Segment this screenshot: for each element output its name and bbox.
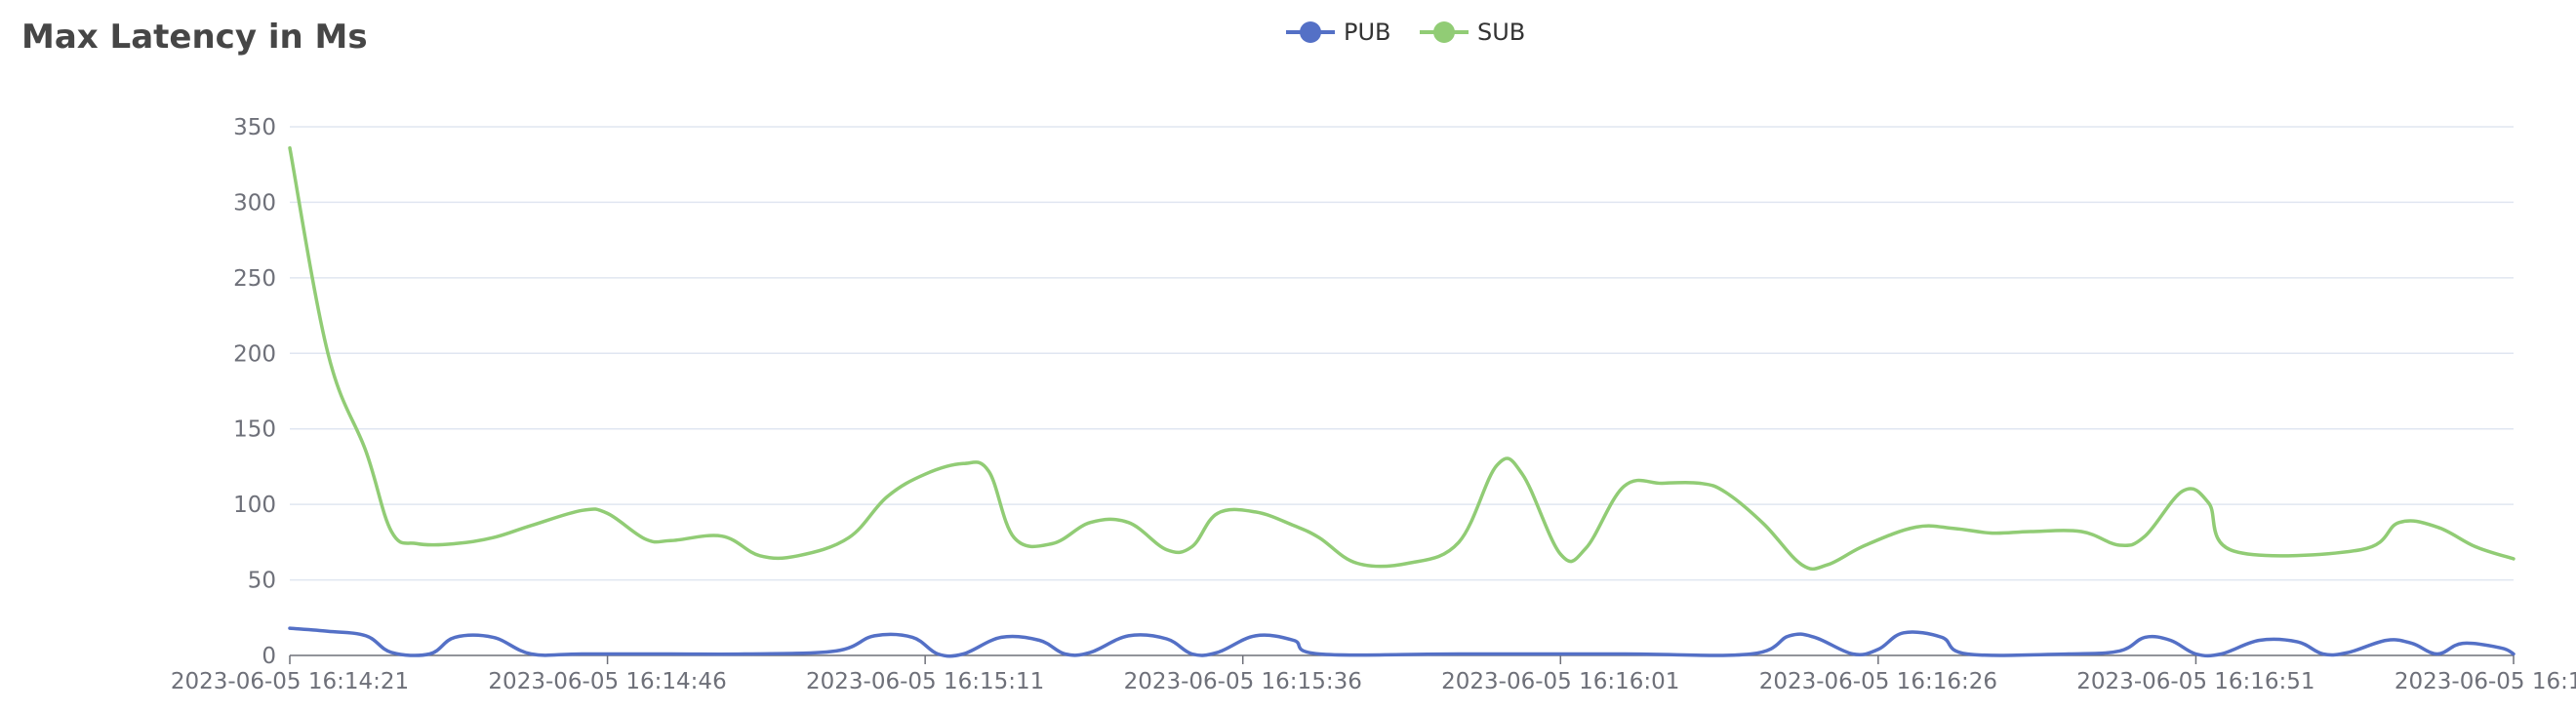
- x-tick-label: 2023-06-05 16:16:01: [1441, 669, 1679, 694]
- y-tick-label: 100: [233, 493, 276, 518]
- x-tick-label: 2023-06-05 16:14:21: [171, 669, 409, 694]
- y-tick-label: 50: [248, 569, 276, 594]
- y-tick-label: 300: [233, 190, 276, 216]
- x-tick-label: 2023-06-05 16:15:11: [806, 669, 1044, 694]
- grid-lines: [290, 126, 2514, 581]
- legend-label: SUB: [1477, 19, 1525, 46]
- legend-item-sub[interactable]: SUB: [1420, 19, 1525, 46]
- series-line-pub[interactable]: [288, 626, 2516, 658]
- y-tick-label: 350: [233, 115, 276, 140]
- x-tick-label: 2023-06-05 16:16:26: [1759, 669, 1997, 694]
- legend-item-pub[interactable]: PUB: [1286, 19, 1391, 46]
- legend-marker: [1300, 21, 1321, 43]
- x-tick-label: 2023-06-05 16:16:51: [2076, 669, 2314, 694]
- series-lines: [288, 145, 2516, 658]
- x-tick-label: 2023-06-05 16:14:46: [488, 669, 726, 694]
- y-tick-label: 200: [233, 341, 276, 367]
- x-axis-tick-labels: 2023-06-05 16:14:21 2023-06-05 16:14:46 20…: [171, 669, 2576, 694]
- legend-label: PUB: [1344, 19, 1391, 46]
- x-tick-label: 2023-06-05 16:15:36: [1124, 669, 1362, 694]
- y-tick-label: 250: [233, 266, 276, 292]
- legend[interactable]: PUB SUB: [1286, 19, 1525, 46]
- chart-title: Max Latency in Ms: [21, 18, 368, 57]
- x-tick-label: 2023-06-05 16:17:16: [2395, 669, 2576, 694]
- legend-marker: [1433, 21, 1455, 43]
- series-line-sub[interactable]: [288, 145, 2516, 572]
- y-axis-tick-labels: 0 50 100 150 200 250 300 350: [233, 115, 276, 669]
- y-tick-label: 0: [262, 644, 276, 669]
- x-axis: [289, 654, 2515, 664]
- y-tick-label: 150: [233, 417, 276, 443]
